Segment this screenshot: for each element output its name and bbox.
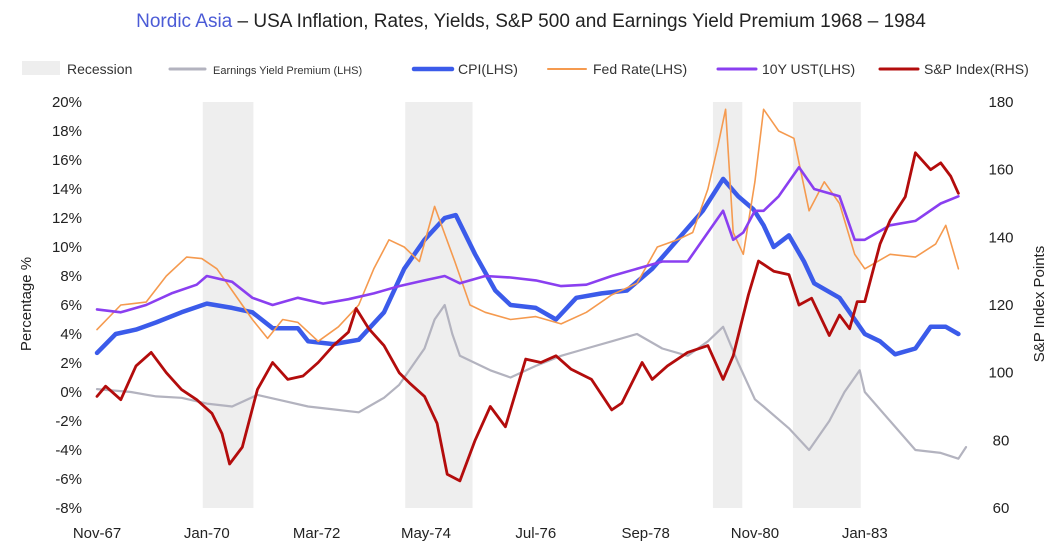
left-tick-label: 20% xyxy=(52,94,82,111)
left-tick-label: 10% xyxy=(52,239,82,256)
left-tick-label: 14% xyxy=(52,181,82,198)
x-tick-label: Nov-67 xyxy=(73,525,121,542)
left-tick-label: -2% xyxy=(55,413,82,430)
legend-label-fed: Fed Rate(LHS) xyxy=(593,61,687,77)
x-tick-label: May-74 xyxy=(401,525,451,542)
left-axis-title: Percentage % xyxy=(18,257,35,351)
left-tick-label: 2% xyxy=(60,355,82,372)
right-tick-label: 100 xyxy=(988,365,1013,382)
right-tick-label: 120 xyxy=(988,297,1013,314)
legend-label-recession: Recession xyxy=(67,61,132,77)
series-lines xyxy=(94,108,968,483)
recession-band-2 xyxy=(405,102,473,508)
left-tick-label: 8% xyxy=(60,268,82,285)
legend-label-eyp: Earnings Yield Premium (LHS) xyxy=(213,65,362,77)
x-tick-label: Nov-80 xyxy=(731,525,779,542)
x-tick-label: Jul-76 xyxy=(515,525,556,542)
recession-band-4 xyxy=(792,102,861,508)
legend-label-cpi: CPI(LHS) xyxy=(458,61,518,77)
recession-bands xyxy=(202,102,861,508)
left-tick-label: 18% xyxy=(52,123,82,140)
right-tick-label: 140 xyxy=(988,229,1013,246)
legend-label-ust: 10Y UST(LHS) xyxy=(762,61,855,77)
right-tick-label: 180 xyxy=(988,94,1013,111)
legend: Recession Earnings Yield Premium (LHS) CPI… xyxy=(22,61,1029,77)
left-tick-label: -6% xyxy=(55,471,82,488)
right-tick-label: 80 xyxy=(993,432,1010,449)
left-tick-label: -8% xyxy=(55,500,82,517)
x-tick-label: Jan-70 xyxy=(184,525,230,542)
series-line-eyp xyxy=(95,303,968,460)
left-tick-label: 0% xyxy=(60,384,82,401)
x-tick-label: Sep-78 xyxy=(621,525,669,542)
right-tick-label: 60 xyxy=(993,500,1010,517)
x-axis: Nov-67 Jan-70 Mar-72 May-74 Jul-76 Sep-78 Nov-… xyxy=(73,525,888,542)
right-axis-title: S&P Index Points xyxy=(1031,246,1048,362)
legend-label-sp: S&P Index(RHS) xyxy=(924,61,1029,77)
series-line-ust xyxy=(95,166,960,314)
left-tick-label: -4% xyxy=(55,442,82,459)
title-rest: – USA Inflation, Rates, Yields, S&P 500 … xyxy=(232,11,926,32)
right-axis: 60 80 100 120 140 160 180 xyxy=(988,94,1013,517)
recession-band-3 xyxy=(712,102,743,508)
right-tick-label: 160 xyxy=(988,162,1013,179)
left-axis: -8% -6% -4% -2% 0% 2% 4% 6% 8% 10% 12% 14% 16% 18% 20% xyxy=(52,94,82,517)
left-tick-label: 6% xyxy=(60,297,82,314)
series-line-sp xyxy=(95,151,960,483)
title-brand: Nordic Asia xyxy=(136,11,233,32)
x-tick-label: Jan-83 xyxy=(842,525,888,542)
series-line-cpi xyxy=(94,176,961,357)
legend-swatch-recession xyxy=(22,61,60,75)
left-tick-label: 12% xyxy=(52,210,82,227)
x-tick-label: Mar-72 xyxy=(293,525,341,542)
left-tick-label: 16% xyxy=(52,152,82,169)
chart-title: Nordic Asia – USA Inflation, Rates, Yiel… xyxy=(136,11,926,32)
left-tick-label: 4% xyxy=(60,326,82,343)
